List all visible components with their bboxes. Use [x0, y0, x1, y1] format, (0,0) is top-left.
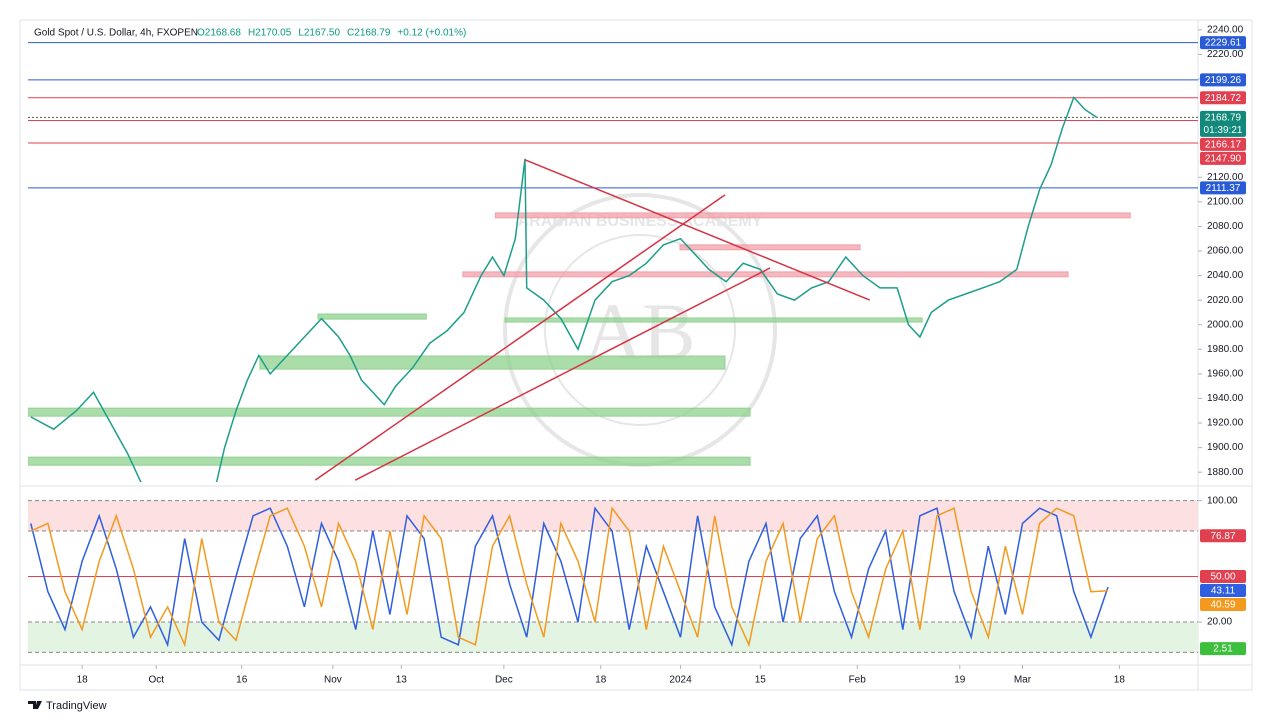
y-tick-label: 1960.00 — [1207, 369, 1244, 380]
level-label: 2168.79 — [1205, 112, 1242, 123]
level-box — [1200, 91, 1246, 105]
ohlc-value: H2170.05 — [248, 28, 292, 39]
x-tick-label: 2024 — [669, 675, 692, 686]
axes: 18 Oct 16 Nov 13 Dec 18 2024 15 Feb 19 Mar 18 1880.00… — [77, 24, 1246, 686]
y-tick-label: 1920.00 — [1207, 418, 1244, 429]
x-tick-label: 16 — [236, 675, 248, 686]
y-tick-label: 2240.00 — [1207, 24, 1244, 35]
series-line — [30, 506, 1109, 648]
brand: TradingView — [28, 700, 107, 712]
level-box — [1200, 73, 1246, 87]
countdown: 01:39:21 — [1204, 125, 1243, 136]
level-box — [1200, 181, 1246, 195]
level-box — [1200, 584, 1246, 598]
level-box — [1200, 529, 1246, 543]
x-tick-label: Oct — [148, 675, 164, 686]
level-label: 2166.17 — [1205, 139, 1242, 150]
x-tick-label: Mar — [1014, 675, 1032, 686]
x-tick-label: 19 — [954, 675, 966, 686]
oscillator-pane — [28, 500, 1198, 653]
level-label: 2229.61 — [1205, 38, 1242, 49]
zone — [494, 212, 1131, 219]
level-label: 2199.26 — [1205, 75, 1242, 86]
x-tick-label: Feb — [849, 675, 867, 686]
ohlc-value: +0.12 (+0.01%) — [397, 28, 466, 39]
y-tick-label: 2120.00 — [1207, 172, 1244, 183]
level-box — [1200, 137, 1246, 151]
ohlc-value: O2168.68 — [197, 28, 241, 39]
watermark: AB ARABIAN BUSINESS ACADEMY — [503, 193, 777, 467]
brand-name: TradingView — [46, 700, 107, 712]
zone — [259, 355, 726, 370]
y-tick-label: 100.00 — [1207, 495, 1238, 506]
zone — [679, 244, 861, 251]
price-pane — [28, 42, 1198, 482]
band — [28, 622, 1198, 653]
series-line — [30, 506, 1109, 648]
trendline — [354, 267, 771, 481]
y-tick-label: 2020.00 — [1207, 295, 1244, 306]
x-tick-label: 15 — [755, 675, 767, 686]
x-tick-label: 18 — [1114, 675, 1126, 686]
y-tick-label: 2220.00 — [1207, 49, 1244, 60]
zone — [317, 313, 427, 320]
symbol-title: Gold Spot / U.S. Dollar, 4h, FXOPEN — [34, 28, 198, 39]
x-tick-label: Nov — [324, 675, 342, 686]
level-label: 43.11 — [1211, 586, 1236, 597]
y-tick-label: 1900.00 — [1207, 442, 1244, 453]
x-tick-label: 18 — [77, 675, 89, 686]
x-tick-label: 13 — [396, 675, 408, 686]
level-label: 2147.90 — [1205, 153, 1242, 164]
y-tick-label: 2060.00 — [1207, 246, 1244, 257]
trendline — [314, 194, 726, 481]
band — [28, 500, 1198, 531]
y-tick-label: 2100.00 — [1207, 196, 1244, 207]
level-label: 2.51 — [1213, 644, 1233, 655]
level-label: 40.59 — [1210, 600, 1235, 611]
y-tick-label: 2000.00 — [1207, 319, 1244, 330]
level-box — [1200, 570, 1246, 584]
ohlc-value: L2167.50 — [298, 28, 340, 39]
y-tick-label: 1880.00 — [1207, 467, 1244, 478]
level-box — [1200, 151, 1246, 165]
level-label: 2184.72 — [1205, 93, 1242, 104]
zone — [504, 317, 923, 323]
level-box — [1200, 110, 1246, 137]
level-label: 2111.37 — [1206, 183, 1241, 194]
zone — [28, 456, 751, 466]
level-label: 50.00 — [1210, 572, 1235, 583]
level-box — [1200, 642, 1246, 656]
x-tick-label: Dec — [495, 675, 513, 686]
y-tick-label: 1980.00 — [1207, 344, 1244, 355]
level-label: 76.87 — [1210, 531, 1235, 542]
y-tick-label: 1940.00 — [1207, 393, 1244, 404]
zone — [28, 407, 751, 417]
x-tick-label: 18 — [595, 675, 607, 686]
level-box — [1200, 598, 1246, 612]
series-line — [30, 95, 1098, 482]
frame — [19, 19, 1253, 691]
y-tick-label: 20.00 — [1207, 617, 1232, 628]
trendline — [524, 159, 871, 301]
ohlc-value: C2168.79 — [347, 28, 391, 39]
y-tick-label: 2080.00 — [1207, 221, 1244, 232]
level-box — [1200, 36, 1246, 50]
ohlc: O2168.68 H2170.05 L2167.50 C2168.79 +0.12 (+… — [197, 28, 466, 39]
y-tick-label: 2040.00 — [1207, 270, 1244, 281]
